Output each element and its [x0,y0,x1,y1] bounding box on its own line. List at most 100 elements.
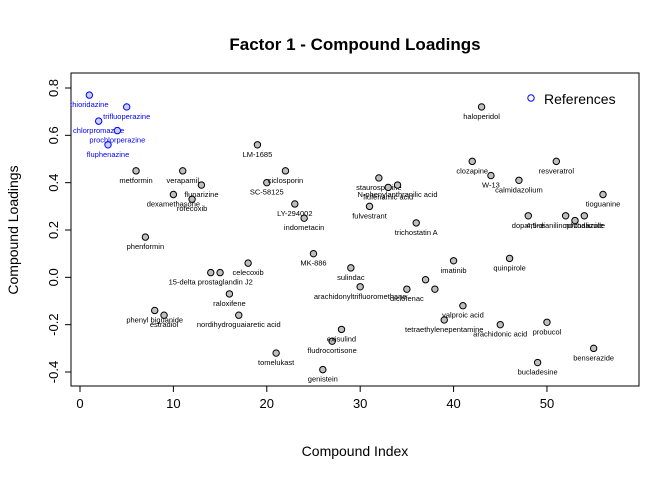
data-point [459,302,467,310]
point-label: ciclosporin [268,176,303,185]
point-label: nocodazole [565,221,603,230]
data-point [225,290,234,298]
point-label: trichostatin A [395,228,438,237]
point-label: indometacin [284,223,324,232]
data-point [309,249,318,258]
data-point [365,202,374,211]
point-label: exisulind [327,334,356,343]
data-point [580,212,589,220]
y-tick-label: 0.2 [46,221,61,239]
y-axis-label: Compound Loadings [5,165,21,294]
data-point [291,200,299,208]
point-label: verapamil [166,176,199,185]
data-point [440,316,448,324]
point-label: W-13 [482,181,500,190]
point-label: celecoxib [232,268,263,277]
data-point [85,91,94,99]
point-label: fulvestrant [352,211,388,220]
legend: References [527,91,616,107]
point-label: staurosporine [356,183,401,192]
data-point [179,167,187,175]
point-label: LY-294002 [277,209,312,218]
y-tick-label: -0.4 [46,361,61,383]
legend-marker [527,94,535,102]
data-point [319,365,327,374]
x-tick-label: 10 [166,396,180,411]
point-label: 4,5-dianilinophthalimide [526,221,605,230]
point-label: resveratrol [539,166,575,175]
data-point [533,358,542,367]
data-point [543,318,551,326]
data-point [207,268,215,277]
data-point [449,257,458,265]
point-label: tioguanine [586,200,621,209]
point-label: diclofenac [390,294,424,303]
data-point [599,190,607,199]
data-point [505,254,514,263]
point-label: tomelukast [258,358,295,367]
data-point [169,190,178,199]
data-point [356,283,364,291]
point-label: arachidonyltrifluoromethane [314,292,407,301]
x-tick-label: 30 [353,396,367,411]
chart-title: Factor 1 - Compound Loadings [229,35,480,54]
point-label: rofecoxib [177,204,207,213]
y-tick-label: 0.0 [46,268,61,286]
point-label: phenyl biguanide [126,315,183,324]
point-label: haloperidol [463,112,500,121]
point-label: thioridazine [70,100,108,109]
data-point [272,349,280,357]
point-label: imatinib [441,266,467,275]
data-point [263,178,271,187]
data-point [561,212,570,220]
data-point [253,141,262,149]
x-tick-label: 50 [540,396,554,411]
data-points: thioridazine chlorpromazine fluphenazine pr… [70,91,621,384]
x-tick-label: 0 [76,396,83,411]
data-point [496,320,504,329]
x-tick-label: 40 [446,396,460,411]
data-point [244,259,252,267]
data-point [515,176,523,185]
data-point [375,174,383,182]
y-tick-label: 0.8 [46,79,61,97]
data-point [347,264,355,272]
point-label: tetraethylenepentamine [405,325,483,334]
point-label: probucol [533,327,562,336]
point-label: flufenamic acid [363,192,413,201]
point-label: 15-delta prostaglandin J2 [169,278,253,287]
data-point [468,157,476,166]
y-axis: -0.4 -0.2 0.0 0.2 0.4 0.6 0.8 [46,79,72,383]
data-point [524,212,532,220]
data-point [235,311,243,319]
point-label: genistein [308,375,338,384]
point-label: N-phenylanthranilic acid [358,190,438,199]
point-label: sulindac [337,273,365,282]
point-label: estradiol [150,320,179,329]
point-label: chlorpromazine [73,126,124,135]
x-axis: 0 10 20 30 40 50 [76,385,554,411]
data-point [431,285,439,293]
data-point [552,157,561,166]
data-point [337,325,346,334]
data-point [141,233,150,241]
point-label: fludrocortisone [308,346,357,355]
point-label: bucladesine [518,368,558,377]
point-label: calmidazolium [495,185,543,194]
data-point [477,103,486,111]
data-point [328,337,336,345]
point-label: fluphenazine [87,150,130,159]
y-tick-label: 0.4 [46,174,61,192]
data-point [197,181,206,189]
data-point [104,141,112,149]
y-tick-label: -0.2 [46,313,61,335]
data-point [281,167,290,175]
data-point [132,167,140,175]
point-label: benserazide [573,353,614,362]
data-point [403,285,411,293]
point-label: MK-886 [300,259,326,268]
point-label: arachidonic acid [473,330,527,339]
point-label: quinpirole [493,263,526,272]
point-label: LM-1685 [243,150,273,159]
